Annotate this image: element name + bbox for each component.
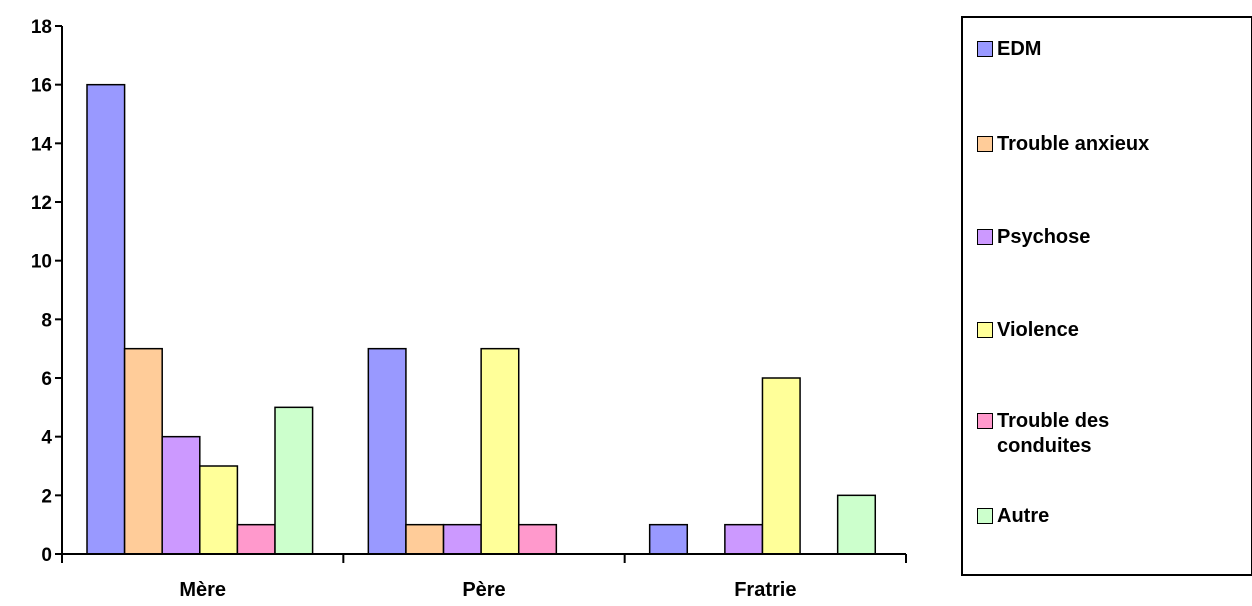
legend-label: Trouble des conduites bbox=[997, 410, 1110, 457]
bars-group bbox=[86, 83, 877, 555]
bar-psychose-mère bbox=[161, 435, 201, 555]
y-tick-label: 10 bbox=[31, 252, 52, 273]
legend-label: Trouble anxieux bbox=[997, 133, 1150, 155]
legend-item: Violence bbox=[977, 318, 1079, 343]
x-category-label: Mère bbox=[179, 579, 226, 601]
legend-swatch bbox=[977, 229, 993, 245]
bar-trouble-des-conduites-père bbox=[517, 523, 558, 555]
legend-item: Trouble anxieux bbox=[977, 132, 1149, 157]
bar-trouble-anxieux-père bbox=[405, 523, 445, 555]
y-tick-label: 12 bbox=[31, 193, 52, 214]
y-tick-label: 16 bbox=[31, 76, 52, 97]
legend-swatch bbox=[977, 322, 993, 338]
bar-violence-fratrie bbox=[761, 377, 801, 555]
legend-item: Trouble des conduites bbox=[977, 409, 1109, 459]
bar-trouble-anxieux-mère bbox=[123, 347, 163, 555]
bar-violence-père bbox=[480, 347, 520, 555]
bar-psychose-père bbox=[442, 523, 482, 555]
bar-edm-fratrie bbox=[648, 523, 689, 555]
y-axis-ticks: 0 2 4 6 8 10 12 14 16 18 bbox=[31, 17, 62, 566]
y-tick-label: 6 bbox=[41, 369, 52, 390]
bar-autre-fratrie bbox=[836, 494, 877, 555]
legend: EDM Trouble anxieux Psychose Violence Troubl… bbox=[961, 16, 1252, 576]
legend-swatch bbox=[977, 508, 993, 524]
legend-label: Violence bbox=[997, 319, 1079, 341]
y-tick-label: 2 bbox=[41, 486, 52, 507]
bar-trouble-des-conduites-mère bbox=[236, 523, 276, 555]
legend-item: EDM bbox=[977, 37, 1041, 62]
x-category-label: Fratrie bbox=[734, 579, 796, 601]
x-axis-ticks: Mère Père Fratrie bbox=[61, 554, 907, 601]
legend-swatch bbox=[977, 413, 993, 429]
legend-label: EDM bbox=[997, 38, 1042, 60]
bar-violence-mère bbox=[199, 465, 239, 555]
x-category-label: Père bbox=[462, 579, 505, 601]
legend-swatch bbox=[977, 41, 993, 57]
bar-autre-mère bbox=[274, 406, 314, 555]
bar-chart: 0 2 4 6 8 10 12 14 16 18 Mère Père Fratrie bbox=[31, 17, 907, 601]
legend-label: Psychose bbox=[997, 226, 1091, 248]
y-tick-label: 14 bbox=[31, 134, 53, 155]
bar-psychose-fratrie bbox=[724, 523, 764, 555]
y-tick-label: 4 bbox=[41, 428, 52, 449]
y-tick-label: 0 bbox=[41, 545, 52, 566]
y-tick-label: 18 bbox=[31, 17, 52, 38]
bar-edm-mère bbox=[86, 83, 126, 555]
legend-label: Autre bbox=[997, 505, 1050, 527]
legend-swatch bbox=[977, 136, 993, 152]
legend-item: Psychose bbox=[977, 225, 1090, 250]
y-tick-label: 8 bbox=[41, 310, 52, 331]
bar-edm-père bbox=[367, 347, 407, 555]
legend-item: Autre bbox=[977, 504, 1049, 529]
